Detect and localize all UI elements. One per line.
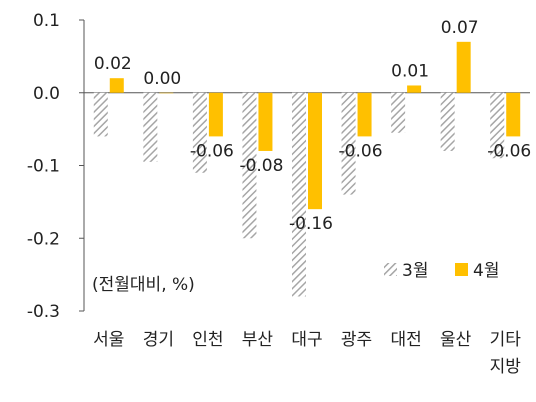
x-category-label: 서울	[93, 330, 124, 350]
y-tick-label: 0.0	[33, 84, 60, 104]
data-label-april: 0.00	[143, 69, 181, 89]
bar-march	[242, 92, 257, 239]
x-category-label: 광주	[341, 330, 372, 350]
legend-label-march: 3월	[402, 261, 428, 281]
bar-march	[292, 92, 306, 297]
legend-swatch-march	[384, 263, 397, 276]
bars	[93, 41, 521, 297]
bar-april	[208, 92, 223, 137]
bar-march	[143, 92, 158, 162]
y-tick-label: -0.2	[27, 229, 60, 249]
bar-april	[258, 92, 273, 151]
x-category-label: 인천	[192, 330, 223, 350]
bar-march	[192, 92, 207, 173]
bar-april	[109, 78, 124, 93]
data-label-april: -0.06	[487, 141, 531, 161]
legend-swatch-april	[455, 263, 468, 276]
bar-april	[456, 41, 471, 93]
data-label-april: -0.06	[190, 141, 234, 161]
bar-april	[159, 92, 174, 94]
data-label-april: 0.02	[94, 54, 132, 74]
data-label-april: -0.16	[289, 214, 333, 234]
x-category-label: 대구	[291, 330, 322, 350]
bar-april	[506, 92, 521, 137]
legend: 3월 4월	[384, 261, 499, 281]
x-category-label: 기타	[490, 330, 522, 350]
unit-note: (전월대비, %)	[92, 275, 195, 295]
y-tick-label: -0.3	[27, 302, 60, 322]
data-label-april: 0.07	[441, 18, 479, 38]
bar-april	[308, 92, 322, 210]
legend-label-april: 4월	[473, 261, 499, 281]
x-category-label: 경기	[143, 330, 174, 350]
x-category-label: 지방	[490, 357, 522, 377]
data-label-april: 0.01	[391, 61, 429, 81]
bar-march	[490, 92, 505, 159]
bar-march	[93, 92, 108, 137]
data-label-april: -0.06	[339, 141, 383, 161]
bar-march	[341, 92, 356, 195]
bar-march	[440, 92, 455, 151]
y-tick-label: -0.1	[27, 157, 60, 177]
bar-march	[391, 92, 406, 133]
x-category-label: 부산	[242, 330, 274, 350]
bar-april	[357, 92, 372, 137]
data-labels: 0.020.00-0.06-0.08-0.16-0.060.010.07-0.0…	[94, 18, 531, 234]
x-category-label: 대전	[390, 330, 421, 350]
data-label-april: -0.08	[239, 156, 283, 176]
x-category-label: 울산	[440, 330, 472, 350]
bar-april	[407, 85, 422, 93]
y-tick-label: 0.1	[33, 11, 60, 31]
